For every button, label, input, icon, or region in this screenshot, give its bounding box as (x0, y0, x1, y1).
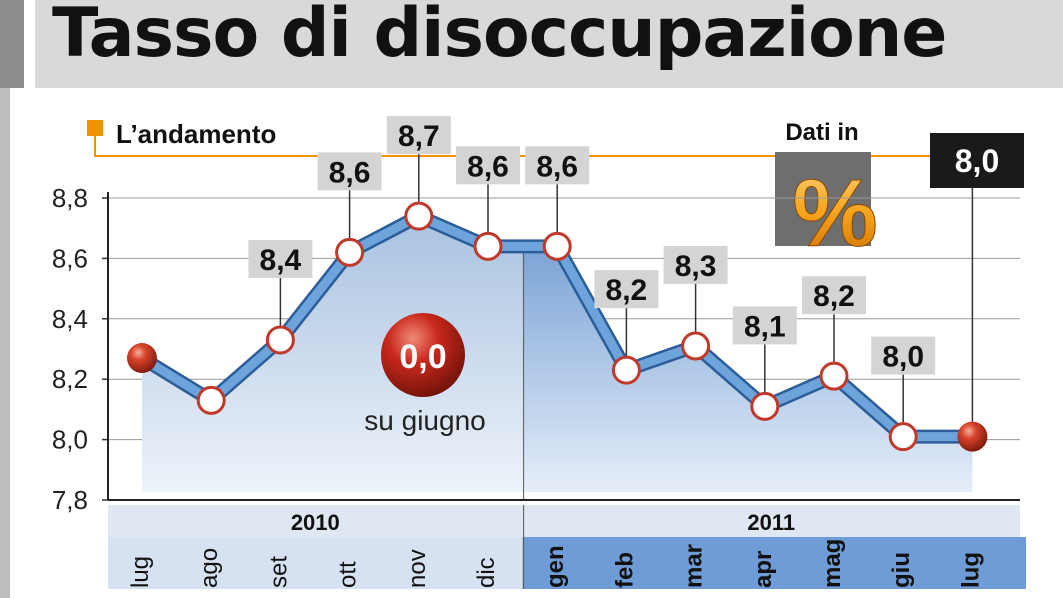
data-point-marker (542, 231, 572, 261)
point-label: 8,6 (467, 150, 509, 183)
point-label: 8,7 (398, 120, 440, 153)
endpoint-marker (957, 421, 988, 452)
y-tick-label: 8,8 (52, 183, 88, 213)
title-band (35, 0, 1063, 88)
year-band-2011 (522, 505, 1020, 537)
month-band-2010 (108, 537, 523, 589)
point-label-bg (525, 146, 590, 185)
x-tick-label: apr (750, 551, 777, 588)
last-value-badge-text: 8,0 (955, 143, 999, 179)
units-label: Dati in (785, 119, 858, 146)
data-point-marker (750, 391, 780, 421)
point-label: 8,3 (675, 250, 717, 283)
percent-symbol: % (792, 160, 877, 267)
data-point-marker (681, 331, 711, 361)
x-tick-label: feb (611, 552, 638, 588)
change-ball (381, 313, 465, 397)
x-tick-label: mag (819, 539, 846, 588)
year-band-2010 (108, 505, 523, 537)
point-label-bg (386, 116, 451, 155)
x-tick-label: ott (335, 561, 362, 588)
endpoint-marker (127, 343, 157, 374)
year-label: 2010 (291, 510, 340, 535)
data-point-marker (473, 231, 503, 261)
point-label: 8,2 (813, 280, 855, 313)
area-2010 (142, 216, 523, 492)
year-label: 2011 (747, 510, 795, 535)
change-value: 0,0 (399, 338, 446, 376)
point-label: 8,0 (882, 341, 924, 374)
x-tick-label: nov (404, 549, 431, 588)
data-point-marker (196, 385, 226, 415)
left-rule (0, 88, 10, 598)
point-label: 8,1 (744, 310, 786, 343)
units-box (775, 152, 871, 246)
point-label: 8,6 (329, 156, 371, 189)
change-caption: su giugno (364, 405, 485, 436)
section-label: L’andamento (116, 119, 276, 149)
data-point-marker (819, 361, 849, 391)
point-label-bg (594, 270, 659, 309)
point-label: 8,6 (536, 150, 578, 183)
x-tick-label: ago (196, 548, 223, 588)
legend-square (87, 120, 103, 136)
x-tick-label: lug (957, 552, 984, 588)
point-label-bg (871, 336, 936, 375)
x-tick-label: gen (542, 545, 569, 588)
point-label-bg (802, 276, 866, 315)
page-title: Tasso di disoccupazione (52, 0, 947, 73)
left-accent-bar (0, 0, 24, 88)
area-2011 (522, 246, 973, 492)
y-tick-label: 8,4 (52, 304, 88, 334)
x-tick-label: mar (681, 544, 708, 588)
point-label: 8,2 (606, 274, 648, 307)
y-tick-label: 8,2 (52, 364, 88, 394)
y-tick-label: 8,0 (52, 425, 88, 455)
data-point-marker (611, 355, 641, 385)
plot-area: 7,8 8,0 8,2 8,4 8,6 8,8 8,4 8,6 8,7 8,6 8,6 8,2 8,3 8… (52, 116, 1026, 589)
month-band-2011 (522, 537, 1026, 589)
y-tick-label: 7,8 (52, 485, 88, 515)
data-point-marker (265, 325, 295, 355)
point-label-bg (732, 306, 797, 345)
x-tick-label: lug (127, 556, 154, 588)
data-point-marker (888, 422, 918, 452)
last-value-badge (930, 133, 1024, 188)
point-label-bg (317, 152, 382, 191)
data-point-marker (404, 201, 434, 231)
header-rule (94, 136, 1010, 157)
x-tick-label: giu (888, 552, 915, 588)
x-tick-label: set (265, 556, 292, 588)
y-tick-label: 8,6 (52, 243, 88, 273)
point-label-bg (248, 239, 313, 278)
point-label: 8,4 (260, 244, 302, 277)
data-point-marker (335, 237, 365, 267)
point-label-bg (456, 146, 520, 185)
point-label-bg (663, 245, 728, 284)
x-tick-label: dic (473, 557, 500, 588)
